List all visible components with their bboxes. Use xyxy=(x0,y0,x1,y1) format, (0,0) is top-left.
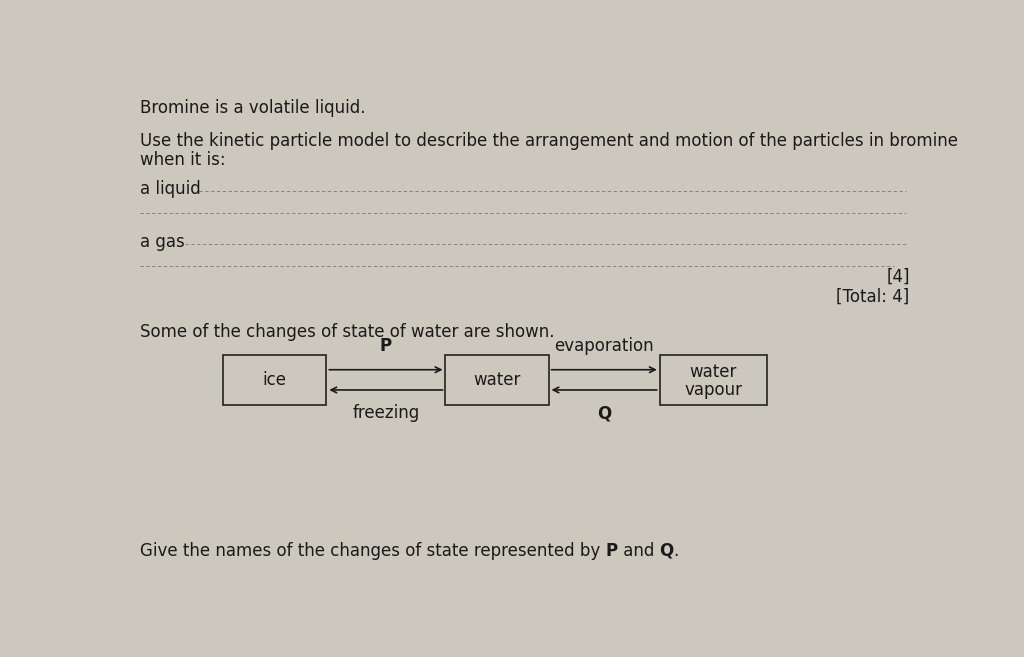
Text: freezing: freezing xyxy=(352,404,420,422)
Text: Q: Q xyxy=(659,542,674,560)
Text: water: water xyxy=(689,363,737,381)
Text: P: P xyxy=(380,336,392,355)
Text: vapour: vapour xyxy=(684,381,742,399)
Text: Give the names of the changes of state represented by: Give the names of the changes of state r… xyxy=(140,542,605,560)
Text: a liquid: a liquid xyxy=(140,180,201,198)
FancyBboxPatch shape xyxy=(445,355,549,405)
Text: and: and xyxy=(617,542,659,560)
Text: ice: ice xyxy=(263,371,287,389)
Text: Q: Q xyxy=(597,404,611,422)
Text: Some of the changes of state of water are shown.: Some of the changes of state of water ar… xyxy=(140,323,554,341)
FancyBboxPatch shape xyxy=(659,355,767,405)
FancyBboxPatch shape xyxy=(223,355,327,405)
Text: Use the kinetic particle model to describe the arrangement and motion of the par: Use the kinetic particle model to descri… xyxy=(140,132,957,150)
Text: P: P xyxy=(605,542,617,560)
Text: when it is:: when it is: xyxy=(140,150,225,169)
Text: [Total: 4]: [Total: 4] xyxy=(837,287,909,306)
Text: [4]: [4] xyxy=(886,267,909,286)
Text: evaporation: evaporation xyxy=(554,336,654,355)
Text: Bromine is a volatile liquid.: Bromine is a volatile liquid. xyxy=(140,99,366,117)
Text: .: . xyxy=(674,542,679,560)
Text: a gas: a gas xyxy=(140,233,184,251)
Text: water: water xyxy=(473,371,521,389)
